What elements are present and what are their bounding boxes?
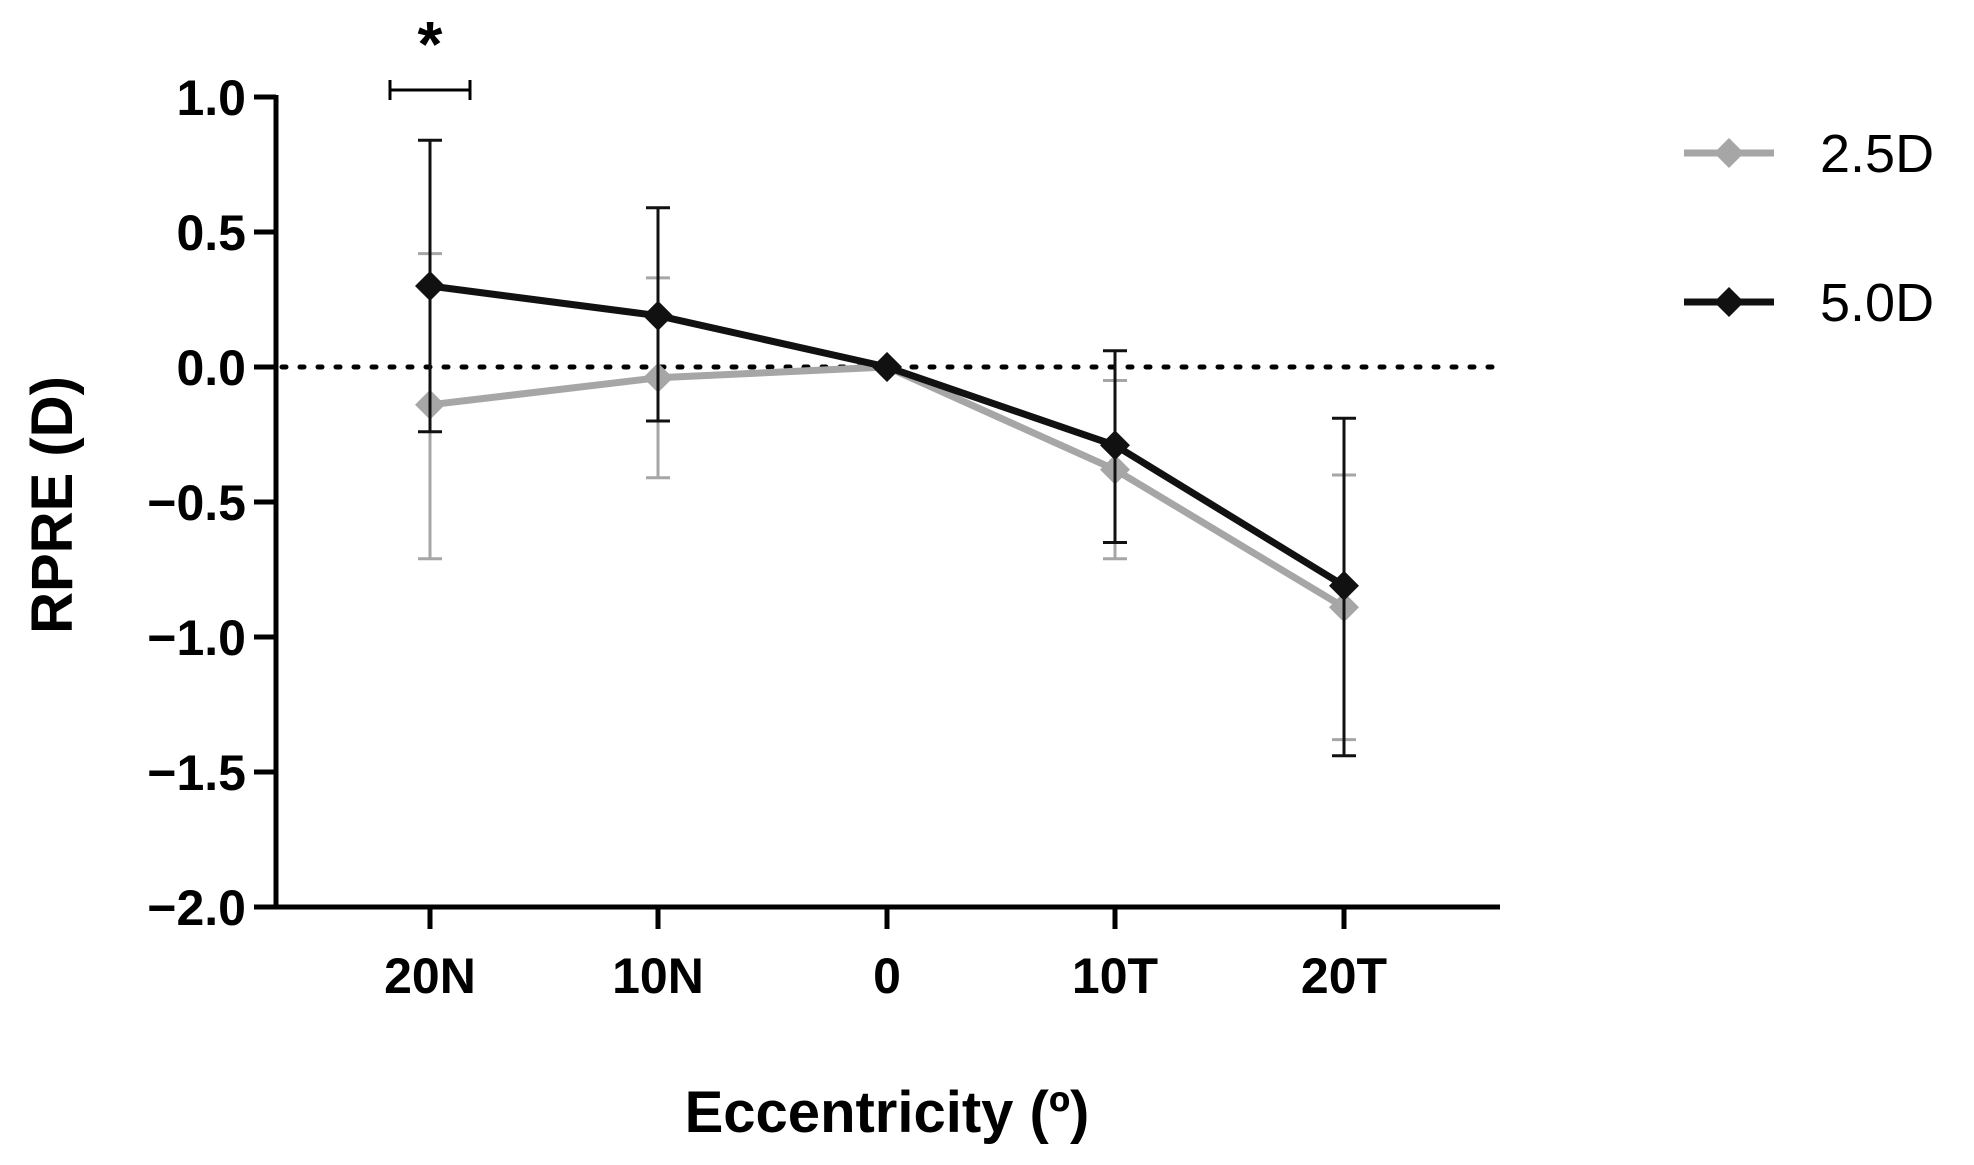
series-2.5D	[415, 252, 1359, 742]
significance-asterisk: *	[418, 8, 443, 80]
y-tick-label: −2.0	[147, 880, 246, 936]
data-point	[1329, 570, 1359, 601]
x-tick-label: 20T	[1301, 948, 1387, 1004]
legend-swatch-marker	[1714, 287, 1744, 317]
data-point	[643, 300, 673, 331]
y-axis: 1.0 0.5 0.0 −0.5 −1.0 −1.5 −2.0	[147, 70, 279, 936]
series-line	[429, 363, 1346, 611]
y-tick-label: −0.5	[147, 475, 246, 531]
legend-swatch-marker	[1714, 138, 1744, 168]
y-tick-label: −1.0	[147, 610, 246, 666]
x-tick-label: 0	[873, 948, 901, 1004]
legend-label: 5.0D	[1820, 273, 1934, 333]
data-point	[415, 271, 445, 301]
data-point	[872, 352, 902, 382]
data-point	[1100, 430, 1130, 461]
y-tick-label: 1.0	[176, 70, 246, 126]
legend-label: 2.5D	[1820, 124, 1934, 184]
y-axis-title: RPRE (D)	[20, 376, 85, 634]
x-tick-label: 10T	[1072, 948, 1158, 1004]
series-layer	[415, 138, 1359, 758]
y-tick-label: 0.5	[176, 205, 246, 261]
series-5.0D	[415, 138, 1359, 758]
y-tick-label: −1.5	[147, 745, 246, 801]
y-tick-label: 0.0	[176, 340, 246, 396]
x-axis-title: Eccentricity (º)	[685, 1080, 1090, 1145]
x-tick-label: 20N	[384, 948, 476, 1004]
annotation-layer: *	[388, 8, 472, 100]
legend: 2.5D 5.0D	[1684, 124, 1934, 333]
x-axis: 20N 10N 0 10T 20T	[274, 904, 1500, 1004]
x-tick-label: 10N	[612, 948, 704, 1004]
series-line	[429, 282, 1346, 589]
